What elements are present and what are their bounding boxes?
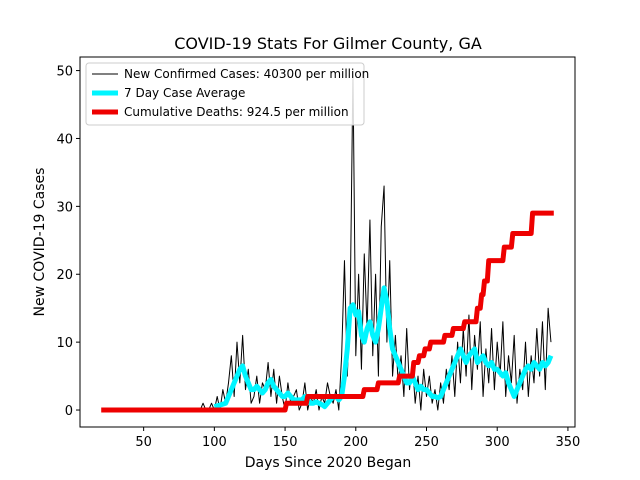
y-tick-label: 10 (56, 336, 73, 351)
legend: New Confirmed Cases: 40300 per million 7… (85, 62, 369, 126)
y-axis: 0 10 20 30 40 50 (56, 65, 80, 419)
legend-label-cumulative-deaths: Cumulative Deaths: 924.5 per million (124, 105, 349, 119)
y-tick-label: 0 (65, 404, 73, 419)
y-tick-label: 40 (56, 132, 73, 147)
series-line-new-cases (199, 70, 552, 411)
y-tick-label: 20 (56, 268, 73, 283)
series-line-7-day-average (213, 285, 554, 410)
legend-label-new-cases: New Confirmed Cases: 40300 per million (124, 67, 369, 81)
y-tick-label: 50 (56, 65, 73, 80)
legend-label-7-day-average: 7 Day Case Average (124, 86, 245, 100)
plot-area (79, 56, 576, 428)
plot-frame (79, 56, 576, 428)
x-tick-label: 50 (135, 435, 152, 450)
x-tick-label: 250 (414, 435, 439, 450)
y-axis-label: New COVID-19 Cases (32, 168, 48, 317)
x-tick-label: 350 (556, 435, 581, 450)
x-tick-label: 150 (273, 435, 298, 450)
x-tick-label: 300 (485, 435, 510, 450)
chart-title: COVID-19 Stats For Gilmer County, GA (174, 34, 482, 53)
legend-box (85, 62, 365, 126)
x-tick-label: 100 (202, 435, 227, 450)
y-tick-label: 30 (56, 200, 73, 215)
x-tick-label: 200 (343, 435, 368, 450)
series-group (101, 70, 554, 413)
x-axis-label: Days Since 2020 Began (245, 455, 411, 471)
x-axis: 50 100 150 200 250 300 350 (135, 427, 580, 450)
series-line-cumulative-deaths (101, 210, 554, 413)
